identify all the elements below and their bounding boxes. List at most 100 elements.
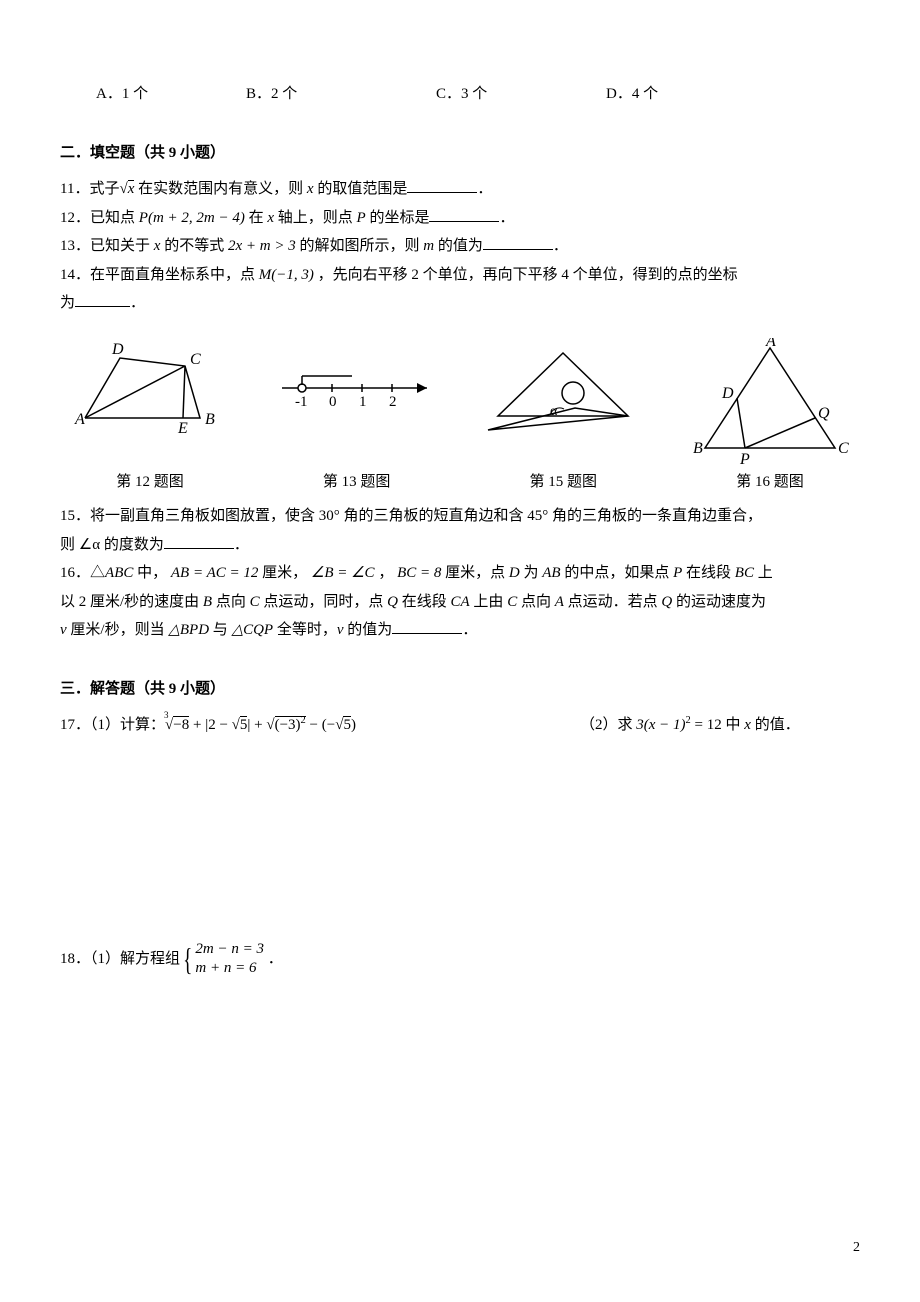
q16-l3c: 全等时，: [277, 622, 337, 638]
option-b-text: 2 个: [271, 86, 297, 102]
q16-l2e: 上由: [473, 594, 503, 610]
fig12-svg: A D C B E: [70, 338, 230, 438]
q17-p2-tail: 中: [726, 717, 741, 733]
q16-l3e: ．: [462, 622, 477, 638]
q16-l2c: 点运动，同时，点: [263, 594, 383, 610]
q16-eq2: ∠B = ∠C: [311, 565, 375, 581]
q16-l3d: 的值为: [347, 622, 392, 638]
q18-system: 2m − n = 3m + n = 6: [195, 940, 264, 979]
q15-p6: ．: [234, 537, 249, 553]
q16-bpd: △BPD: [168, 622, 209, 638]
figure-15: α: [473, 338, 653, 468]
fig16-caption: 第 16 题图: [680, 468, 860, 497]
q16-v: v: [60, 622, 67, 638]
q13-var-x: x: [154, 238, 161, 254]
figure-13: -1 0 1 2: [267, 338, 447, 468]
svg-text:2: 2: [389, 394, 397, 410]
q15-p4: 则: [60, 537, 75, 553]
question-11: 11．式子√x 在实数范围内有意义，则 x 的取值范围是．: [60, 175, 860, 204]
svg-text:P: P: [739, 451, 750, 468]
q17-expr: 3√−8 + |2 − √5| + √(−3)2 − (−√5): [165, 716, 356, 733]
options-row: A．1 个 B．2 个 C．3 个 D．4 个: [60, 80, 860, 109]
q15-30: 30°: [319, 508, 340, 524]
q16-l2b: 点向: [216, 594, 246, 610]
q17-p2-end: 的值．: [755, 717, 800, 733]
q16-u1: 厘米，: [262, 565, 307, 581]
q16-Q: Q: [387, 594, 398, 610]
option-a: A．1 个: [96, 80, 246, 109]
q18-eq1: 2m − n = 3: [195, 941, 264, 957]
q11-p2: 在实数范围内有意义，则: [138, 181, 303, 197]
option-a-label: A．: [96, 86, 122, 102]
q15-blank: [164, 533, 234, 549]
svg-text:0: 0: [329, 394, 337, 410]
q16-v2: v: [337, 622, 344, 638]
q15-45: 45°: [527, 508, 548, 524]
fig15-svg: α: [478, 338, 648, 438]
q12-blank: [429, 206, 499, 222]
q16-tri: △: [90, 565, 105, 581]
q12-p2: 在: [249, 210, 264, 226]
q15-p5: 的度数为: [104, 537, 164, 553]
q16-Q2: Q: [661, 594, 672, 610]
q11-p1: 式子: [89, 181, 119, 197]
q14-expr: M(−1, 3): [259, 267, 314, 283]
q16-l3b: 与: [213, 622, 228, 638]
q16-blank: [392, 618, 462, 634]
figure-12: A D C B E: [60, 338, 240, 468]
q13-p1: 已知关于: [90, 238, 150, 254]
q17-p2-label: （2）求: [580, 717, 633, 733]
q16-u2: 厘米，点: [445, 565, 505, 581]
fig16-svg: A B C D Q P: [690, 338, 850, 468]
q13-blank: [483, 234, 553, 250]
svg-text:B: B: [693, 440, 703, 457]
q14-p2: ，先向右平移 2 个单位，再向下平移 4 个单位，得到的点的坐标: [318, 267, 738, 283]
q16-p6: 在线段: [686, 565, 731, 581]
q16-l2a: 以 2 厘米/秒的速度由: [60, 594, 199, 610]
svg-text:C: C: [190, 351, 201, 368]
q16-A: A: [555, 594, 564, 610]
question-15: 15．将一副直角三角板如图放置，使含 30° 角的三角板的短直角边和含 45° …: [60, 502, 860, 559]
q14-num: 14．: [60, 267, 90, 283]
svg-text:C: C: [838, 440, 849, 457]
option-b: B．2 个: [246, 80, 436, 109]
q16-P: P: [673, 565, 682, 581]
option-d-text: 4 个: [632, 86, 658, 102]
q12-p1: 已知点: [90, 210, 135, 226]
q14-p1: 在平面直角坐标系中，点: [90, 267, 255, 283]
q16-l3a: 厘米/秒，则当: [70, 622, 164, 638]
option-c-text: 3 个: [461, 86, 487, 102]
q15-num: 15．: [60, 508, 90, 524]
option-c: C．3 个: [436, 80, 606, 109]
q13-p5: ．: [553, 238, 568, 254]
q18-tail: ．: [268, 950, 283, 966]
section-2-title: 二．填空题（共 9 小题）: [60, 139, 860, 168]
fig13-caption: 第 13 题图: [267, 468, 447, 497]
q12-p5: ．: [499, 210, 514, 226]
q18-brace: {: [183, 941, 192, 977]
q14-blank: [75, 291, 130, 307]
sqrt-x: √x: [119, 180, 134, 197]
q11-var-x: x: [307, 181, 314, 197]
q16-C: C: [250, 594, 260, 610]
page-number: 2: [853, 1235, 860, 1262]
svg-text:Q: Q: [818, 405, 830, 422]
q16-cqp: △CQP: [232, 622, 274, 638]
q16-p2: 中，: [137, 565, 167, 581]
q16-D: D: [509, 565, 520, 581]
q16-BC: BC: [735, 565, 754, 581]
section-3-title: 三．解答题（共 9 小题）: [60, 675, 860, 704]
question-12: 12．已知点 P(m + 2, 2m − 4) 在 x 轴上，则点 P 的坐标是…: [60, 204, 860, 233]
q15-p3: 角的三角板的一条直角边重合，: [552, 508, 762, 524]
q13-var-m: m: [423, 238, 434, 254]
svg-text:D: D: [721, 385, 734, 402]
svg-text:B: B: [205, 411, 215, 428]
figure-captions: 第 12 题图 第 13 题图 第 15 题图 第 16 题图: [60, 468, 860, 497]
q16-abc: ABC: [105, 565, 133, 581]
q13-p2: 的不等式: [164, 238, 224, 254]
q16-AB: AB: [542, 565, 560, 581]
option-b-label: B．: [246, 86, 271, 102]
q16-p3: ，: [375, 565, 394, 581]
q16-C2: C: [507, 594, 517, 610]
fig12-caption: 第 12 题图: [60, 468, 240, 497]
